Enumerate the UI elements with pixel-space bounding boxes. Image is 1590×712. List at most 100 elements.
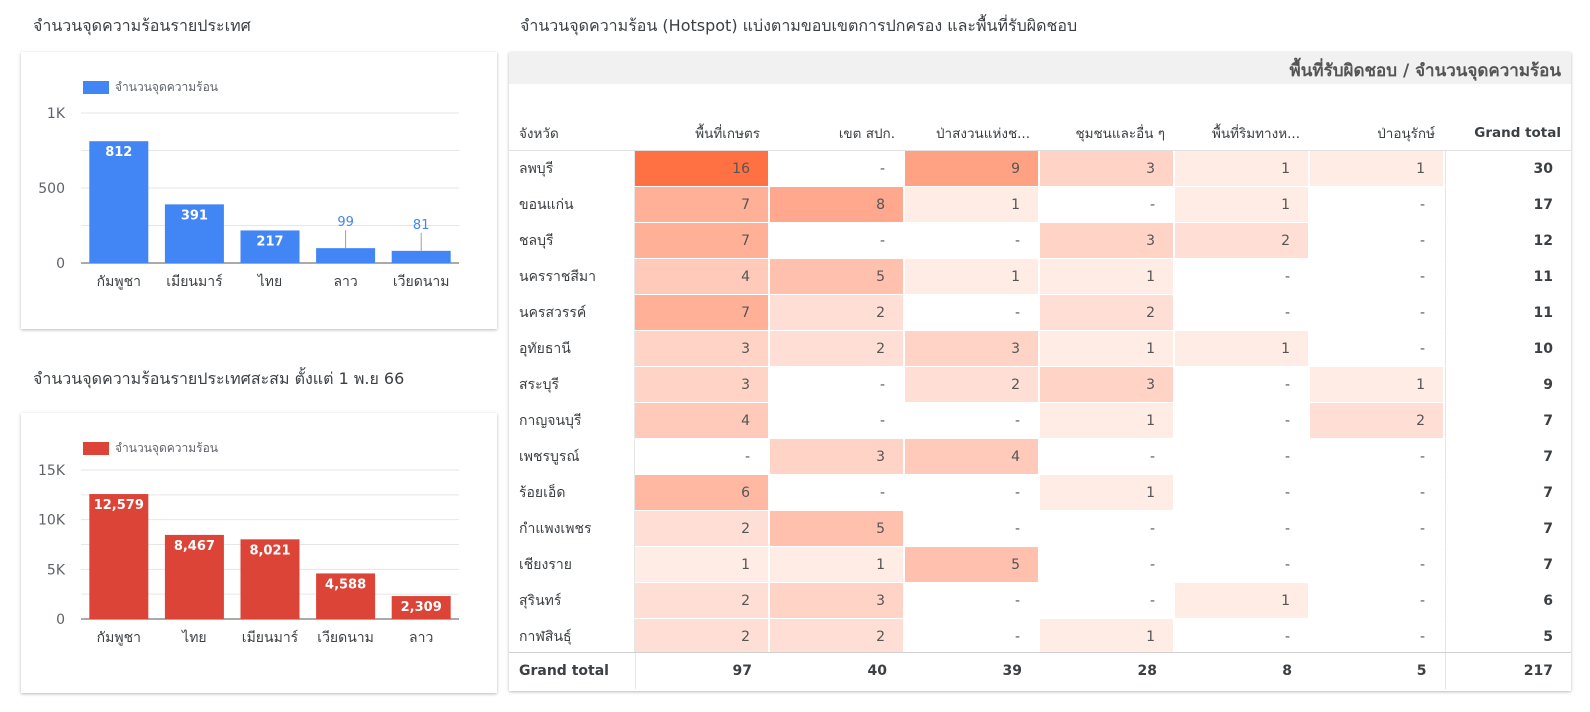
heat-cell: 8 (770, 187, 905, 223)
grand-total-label: Grand total (509, 653, 636, 689)
province-cell: กาญจนบุรี (509, 403, 635, 439)
chart1-legend-label: จำนวนจุดความร้อน (115, 80, 219, 94)
chart2-bar[interactable] (391, 596, 451, 619)
chart2-data-label: 4,588 (325, 577, 366, 592)
chart2-x-tick-label: ลาว (409, 630, 433, 646)
row-total-cell: 7 (1445, 475, 1571, 511)
heat-cell: - (1175, 619, 1310, 655)
chart1-data-label: 391 (181, 208, 208, 223)
table-header-row: จังหวัด พื้นที่เกษตร เขต สปก. ป่าสงวนแห่งช.… (509, 116, 1571, 151)
heat-cell: - (1175, 259, 1310, 295)
chart2-bar[interactable] (89, 494, 149, 619)
heat-cell: 1 (770, 547, 905, 583)
column-header[interactable]: ชุมชนและอื่น ๆ (1040, 116, 1175, 151)
heat-cell: 3 (1040, 151, 1175, 187)
heat-cell: - (770, 403, 905, 439)
heat-cell: - (1175, 475, 1310, 511)
heat-cell: 7 (635, 295, 770, 331)
chart1-x-tick-label: กัมพูชา (97, 274, 141, 290)
chart1-bar[interactable] (316, 248, 376, 263)
table-row: อุทัยธานี 3 2 3 1 1-10 (509, 331, 1571, 367)
chart2-bar[interactable] (164, 534, 224, 619)
row-total-cell: 5 (1445, 619, 1571, 655)
chart2-x-tick-label: เมียนมาร์ (242, 629, 299, 646)
chart1-y-tick-label: 500 (38, 181, 65, 197)
table-scroll-body[interactable]: จังหวัด พื้นที่เกษตร เขต สปก. ป่าสงวนแห่งช.… (509, 84, 1571, 665)
heat-cell: - (1040, 439, 1175, 475)
chart1-x-tick-label: เมียนมาร์ (166, 273, 223, 290)
province-cell: ร้อยเอ็ด (509, 475, 635, 511)
heat-cell: 3 (1040, 223, 1175, 259)
chart2-plot: 0 5K 10K 15K 12,579 กัมพูชา 8,467 ไทย 8,021 เมียน… (38, 463, 459, 646)
heat-cell: 1 (1175, 583, 1310, 619)
chart1-title: จำนวนจุดความร้อนรายประเทศ (33, 16, 251, 35)
column-total-cell: 5 (1416, 663, 1427, 679)
heat-cell: - (905, 475, 1040, 511)
column-header-province[interactable]: จังหวัด (509, 116, 635, 151)
province-cell: ลพบุรี (509, 151, 635, 187)
row-total-cell: 17 (1445, 187, 1571, 223)
table-row: สระบุรี 3-2 3-1 9 (509, 367, 1571, 403)
heat-cell: - (770, 367, 905, 403)
heat-cell: - (1310, 619, 1445, 655)
row-total-cell: 7 (1445, 403, 1571, 439)
column-header[interactable]: ป่าสงวนแห่งช... (905, 116, 1040, 151)
chart1-data-label: 81 (413, 218, 430, 233)
chart1-bar[interactable] (164, 204, 224, 263)
chart2-y-tick-label: 5K (47, 562, 66, 578)
table-row: นครราชสีมา 4 5 1 1- -11 (509, 259, 1571, 295)
chart1-legend: จำนวนจุดความร้อน (83, 78, 218, 97)
column-header[interactable]: เขต สปก. (770, 116, 905, 151)
heat-cell: - (1040, 547, 1175, 583)
heat-cell: 2 (770, 331, 905, 367)
heat-cell: 7 (635, 223, 770, 259)
heat-cell: 5 (770, 511, 905, 547)
heat-cell: 1 (1175, 187, 1310, 223)
heat-cell: 2 (1310, 403, 1445, 439)
heat-cell: 1 (1175, 151, 1310, 187)
heat-cell: - (905, 619, 1040, 655)
column-total-cell: 8 (1282, 663, 1292, 679)
table-row: ลพบุรี 16-9 3 1 1 30 (509, 151, 1571, 187)
heat-cell: - (635, 439, 770, 475)
chart1-y-tick-label: 1K (47, 106, 66, 122)
column-header[interactable]: พื้นที่เกษตร (635, 116, 770, 151)
heat-cell: 4 (635, 259, 770, 295)
province-cell: นครราชสีมา (509, 259, 635, 295)
chart2-y-tick-label: 15K (38, 463, 66, 479)
heat-cell: - (905, 403, 1040, 439)
heat-cell: 2 (1040, 295, 1175, 331)
chart1-bar[interactable] (391, 250, 451, 263)
heat-cell: 9 (905, 151, 1040, 187)
table-row: นครสวรรค์ 7 2-2- -11 (509, 295, 1571, 331)
chart2-x-tick-label: ไทย (181, 629, 206, 646)
heat-cell: - (1310, 331, 1445, 367)
heat-cell: - (770, 223, 905, 259)
heat-cell: - (1310, 547, 1445, 583)
chart1-bar[interactable] (240, 230, 300, 263)
chart2-legend-label: จำนวนจุดความร้อน (115, 441, 219, 455)
chart1-data-label: 217 (256, 234, 283, 249)
heat-cell: - (1040, 583, 1175, 619)
heat-cell: 1 (1175, 331, 1310, 367)
hotspot-table: จังหวัด พื้นที่เกษตร เขต สปก. ป่าสงวนแห่งช.… (509, 116, 1571, 665)
column-header-grand-total[interactable]: Grand total (1445, 116, 1571, 151)
column-total-cell: 39 (1002, 663, 1022, 679)
column-header[interactable]: ป่าอนุรักษ์ (1310, 116, 1445, 151)
row-total-cell: 30 (1445, 151, 1571, 187)
chart1-bar[interactable] (89, 141, 149, 263)
heat-cell: - (1310, 259, 1445, 295)
column-header[interactable]: พื้นที่ริมทางห... (1175, 116, 1310, 151)
heat-cell: 1 (1040, 331, 1175, 367)
heat-cell: 2 (770, 295, 905, 331)
heat-cell: - (1310, 475, 1445, 511)
chart2-bar[interactable] (316, 573, 376, 619)
grand-total-overall: 217 (1444, 653, 1571, 689)
heat-cell: - (1310, 187, 1445, 223)
chart2-bar[interactable] (240, 539, 300, 619)
chart1-y-tick-label: 0 (56, 256, 65, 272)
heat-cell: 4 (635, 403, 770, 439)
table-row: เชียงราย 1 1 5- - -7 (509, 547, 1571, 583)
heat-cell: - (770, 151, 905, 187)
heat-cell: 16 (635, 151, 770, 187)
